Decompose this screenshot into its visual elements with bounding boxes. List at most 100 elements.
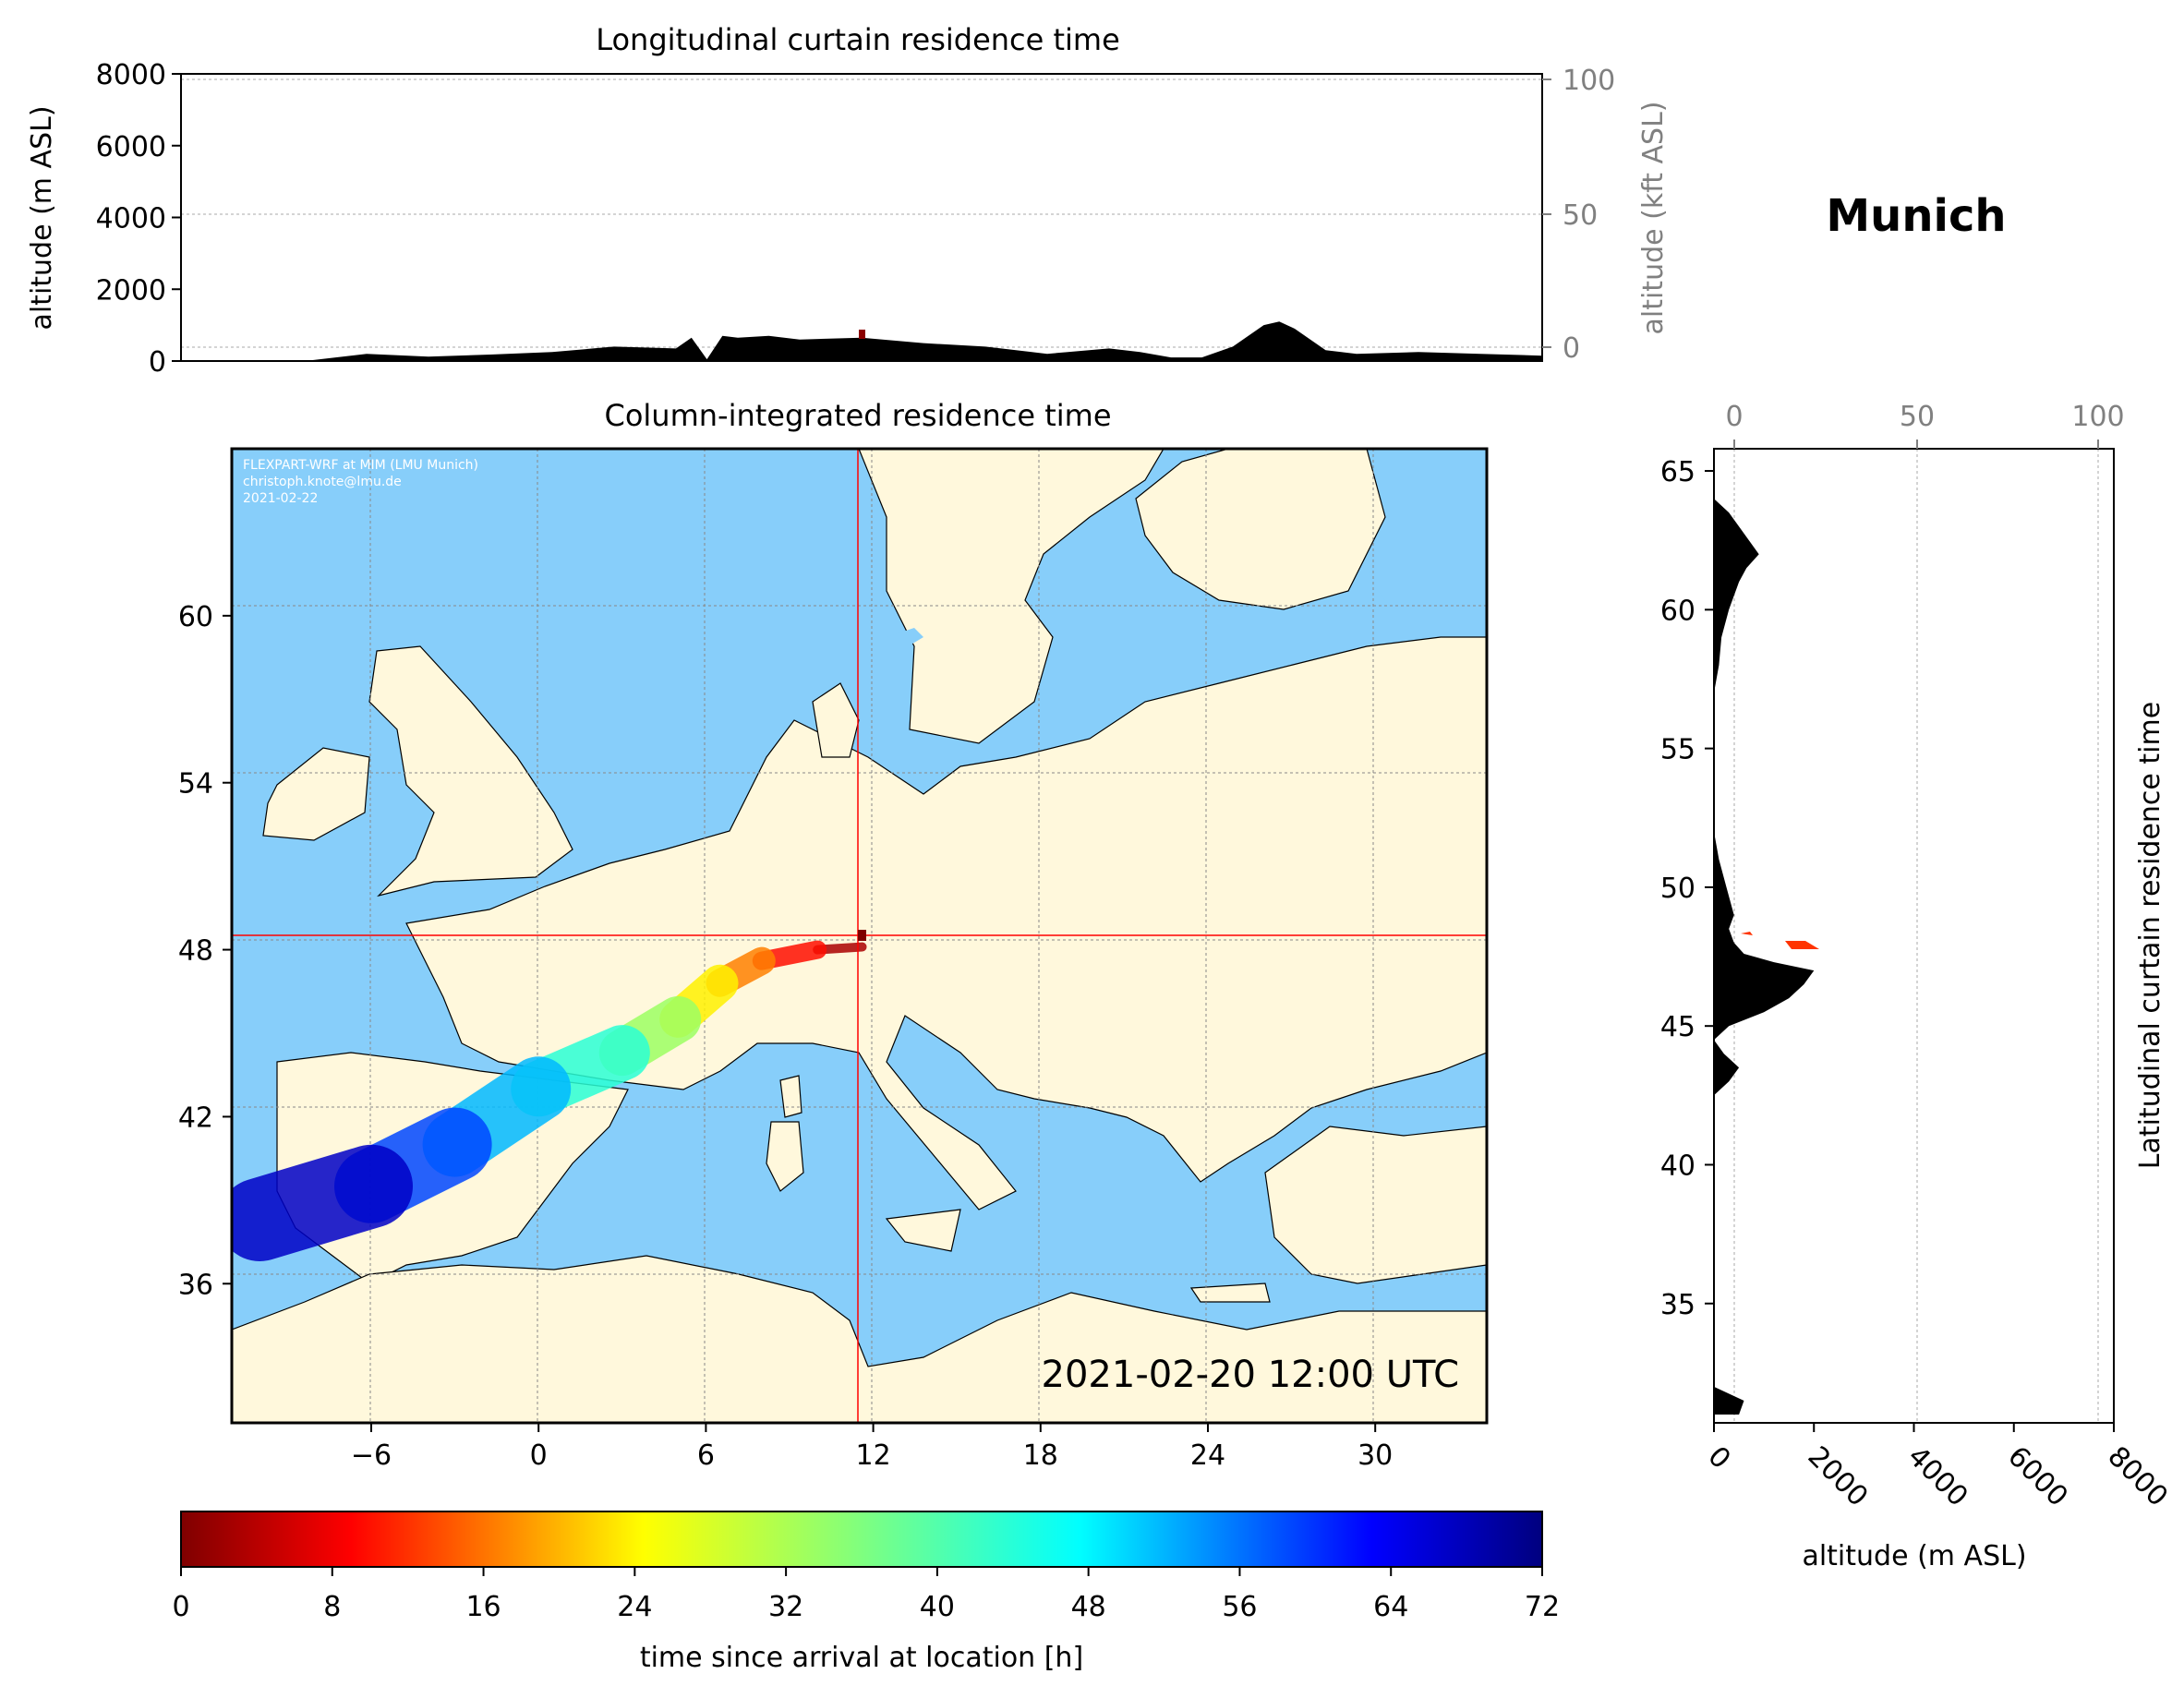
latitudinal-plume-mark-2 [1785,941,1819,949]
lake-vanern [882,628,923,651]
colorbar-tick-label: 72 [1525,1591,1560,1623]
latitudinal-gridlines [1733,449,2099,1423]
location-title: Munich [1826,190,2006,242]
latitudinal-x2-ticks: 0 50 100 [1725,401,2125,449]
longitudinal-gridlines [181,78,1542,348]
map-ytick-label: 60 [178,601,213,633]
map-receptor-marker [858,930,866,941]
longitudinal-y-ticks: 0 2000 4000 6000 8000 [96,59,181,379]
map-frame [230,447,1489,1425]
map-ytick-label: 36 [178,1269,213,1301]
timestamp: 2021-02-20 12:00 UTC [1042,1354,1459,1396]
latitudinal-y-ticks: 35 40 45 50 55 60 65 [1660,456,1714,1321]
colorbar: 0 8 16 24 32 40 48 56 64 72 time since arrival at… [172,1511,1560,1674]
lat-x2tick-label: 100 [2071,401,2124,433]
latitudinal-title: Latitudinal curtain residence time [2134,702,2166,1169]
land-north-africa [232,1255,1487,1423]
plume-segment [232,1144,413,1261]
colorbar-tick-label: 56 [1222,1591,1257,1623]
latitudinal-axes-frame [1713,448,2115,1424]
map-ytick-label: 54 [178,768,213,801]
land-ireland [262,747,370,841]
longitudinal-ylabel: altitude (m ASL) [26,105,58,330]
map-xtick-label: −6 [351,1439,392,1472]
longitudinal-profile-area [181,321,1542,361]
map-ytick-label: 48 [178,935,213,968]
longitudinal-title: Longitudinal curtain residence time [596,22,1120,57]
land-corsica [779,1075,802,1118]
lon-ytick-label: 0 [149,346,166,379]
lat-xtick-label: 6000 [2001,1440,2074,1513]
lon-ytick-label: 2000 [96,274,166,307]
colorbar-tick-label: 40 [920,1591,955,1623]
colorbar-tick-label: 0 [172,1591,189,1623]
land-turkey [1264,1126,1487,1284]
lat-x2tick-label: 50 [1900,401,1935,433]
colorbar-tick-label: 32 [768,1591,803,1623]
receptor-marker [859,330,865,339]
land-scandinavia [858,449,1164,744]
map-canvas: FLEXPART-WRF at MIM (LMU Munich) christo… [232,449,1487,1423]
lat-xtick-label: 4000 [1901,1440,1974,1513]
colorbar-tick-label: 64 [1373,1591,1408,1623]
lon-ytick-label: 6000 [96,131,166,163]
colorbar-tick-label: 24 [617,1591,652,1623]
lat-ytick-label: 40 [1660,1150,1695,1182]
lake-ladoga [1367,554,1441,600]
land-denmark [812,682,860,758]
lat-xtick-label: 2000 [1802,1440,1875,1513]
land-great-britain [368,645,573,897]
map-xtick-label: 6 [697,1439,715,1472]
watermark-line-2: christoph.knote@lmu.de [243,475,402,489]
latitudinal-profile-area [1714,471,1815,1415]
map-xtick-label: 18 [1023,1439,1058,1472]
colorbar-label: time since arrival at location [h] [640,1642,1083,1674]
land-sardinia [766,1121,804,1192]
latitudinal-x-ticks: 0 2000 4000 6000 8000 [1701,1423,2174,1513]
lat-xtick-label: 0 [1701,1440,1736,1475]
land-continental-europe [405,636,1487,1210]
lat-ytick-label: 65 [1660,456,1695,488]
lat-xtick-label: 8000 [2101,1440,2174,1513]
lon-ytick-label: 4000 [96,203,166,235]
latitudinal-plume-mark-1 [1741,932,1753,935]
longitudinal-y2label: altitude (kft ASL) [1637,101,1670,334]
lon-y2tick-label: 50 [1563,199,1598,232]
watermark-line-1: FLEXPART-WRF at MIM (LMU Munich) [243,458,478,473]
colorbar-tick-label: 8 [323,1591,341,1623]
lat-ytick-label: 45 [1660,1011,1695,1043]
lat-ytick-label: 35 [1660,1289,1695,1321]
lon-y2tick-label: 100 [1563,65,1615,97]
lakes [882,554,1441,651]
lon-y2tick-label: 0 [1563,332,1580,365]
lon-ytick-label: 8000 [96,59,166,91]
longitudinal-y2-ticks: 0 50 100 [1542,65,1615,365]
longitudinal-axes-frame [180,73,1543,362]
colorbar-tick-label: 48 [1071,1591,1106,1623]
lat-ytick-label: 50 [1660,873,1695,905]
lat-x2tick-label: 0 [1725,401,1743,433]
residence-time-plume [232,940,867,1261]
latitudinal-xlabel: altitude (m ASL) [1802,1540,2026,1572]
map-y-ticks: 36 42 48 54 60 [178,601,232,1301]
map-ytick-label: 42 [178,1102,213,1134]
lat-ytick-label: 60 [1660,595,1695,627]
map-xtick-label: 12 [856,1439,891,1472]
colorbar-gradient [180,1511,1543,1568]
longitudinal-curtain-panel: Longitudinal curtain residence time 0 200… [26,22,1670,379]
lat-ytick-label: 55 [1660,734,1695,766]
watermark-line-3: 2021-02-22 [243,491,318,506]
land-crete [1189,1283,1271,1303]
map-title: Column-integrated residence time [604,398,1111,433]
land-sicily [885,1209,961,1252]
colorbar-tick-label: 16 [465,1591,501,1623]
land-finland [1135,449,1386,610]
map-panel: Column-integrated residence time [178,398,1489,1472]
map-xtick-label: 0 [530,1439,548,1472]
colorbar-ticks: 0 8 16 24 32 40 48 56 64 72 [172,1567,1560,1623]
map-gridlines [232,449,1487,1423]
map-x-ticks: −6 0 6 12 18 24 30 [351,1423,1393,1472]
map-xtick-label: 30 [1357,1439,1393,1472]
